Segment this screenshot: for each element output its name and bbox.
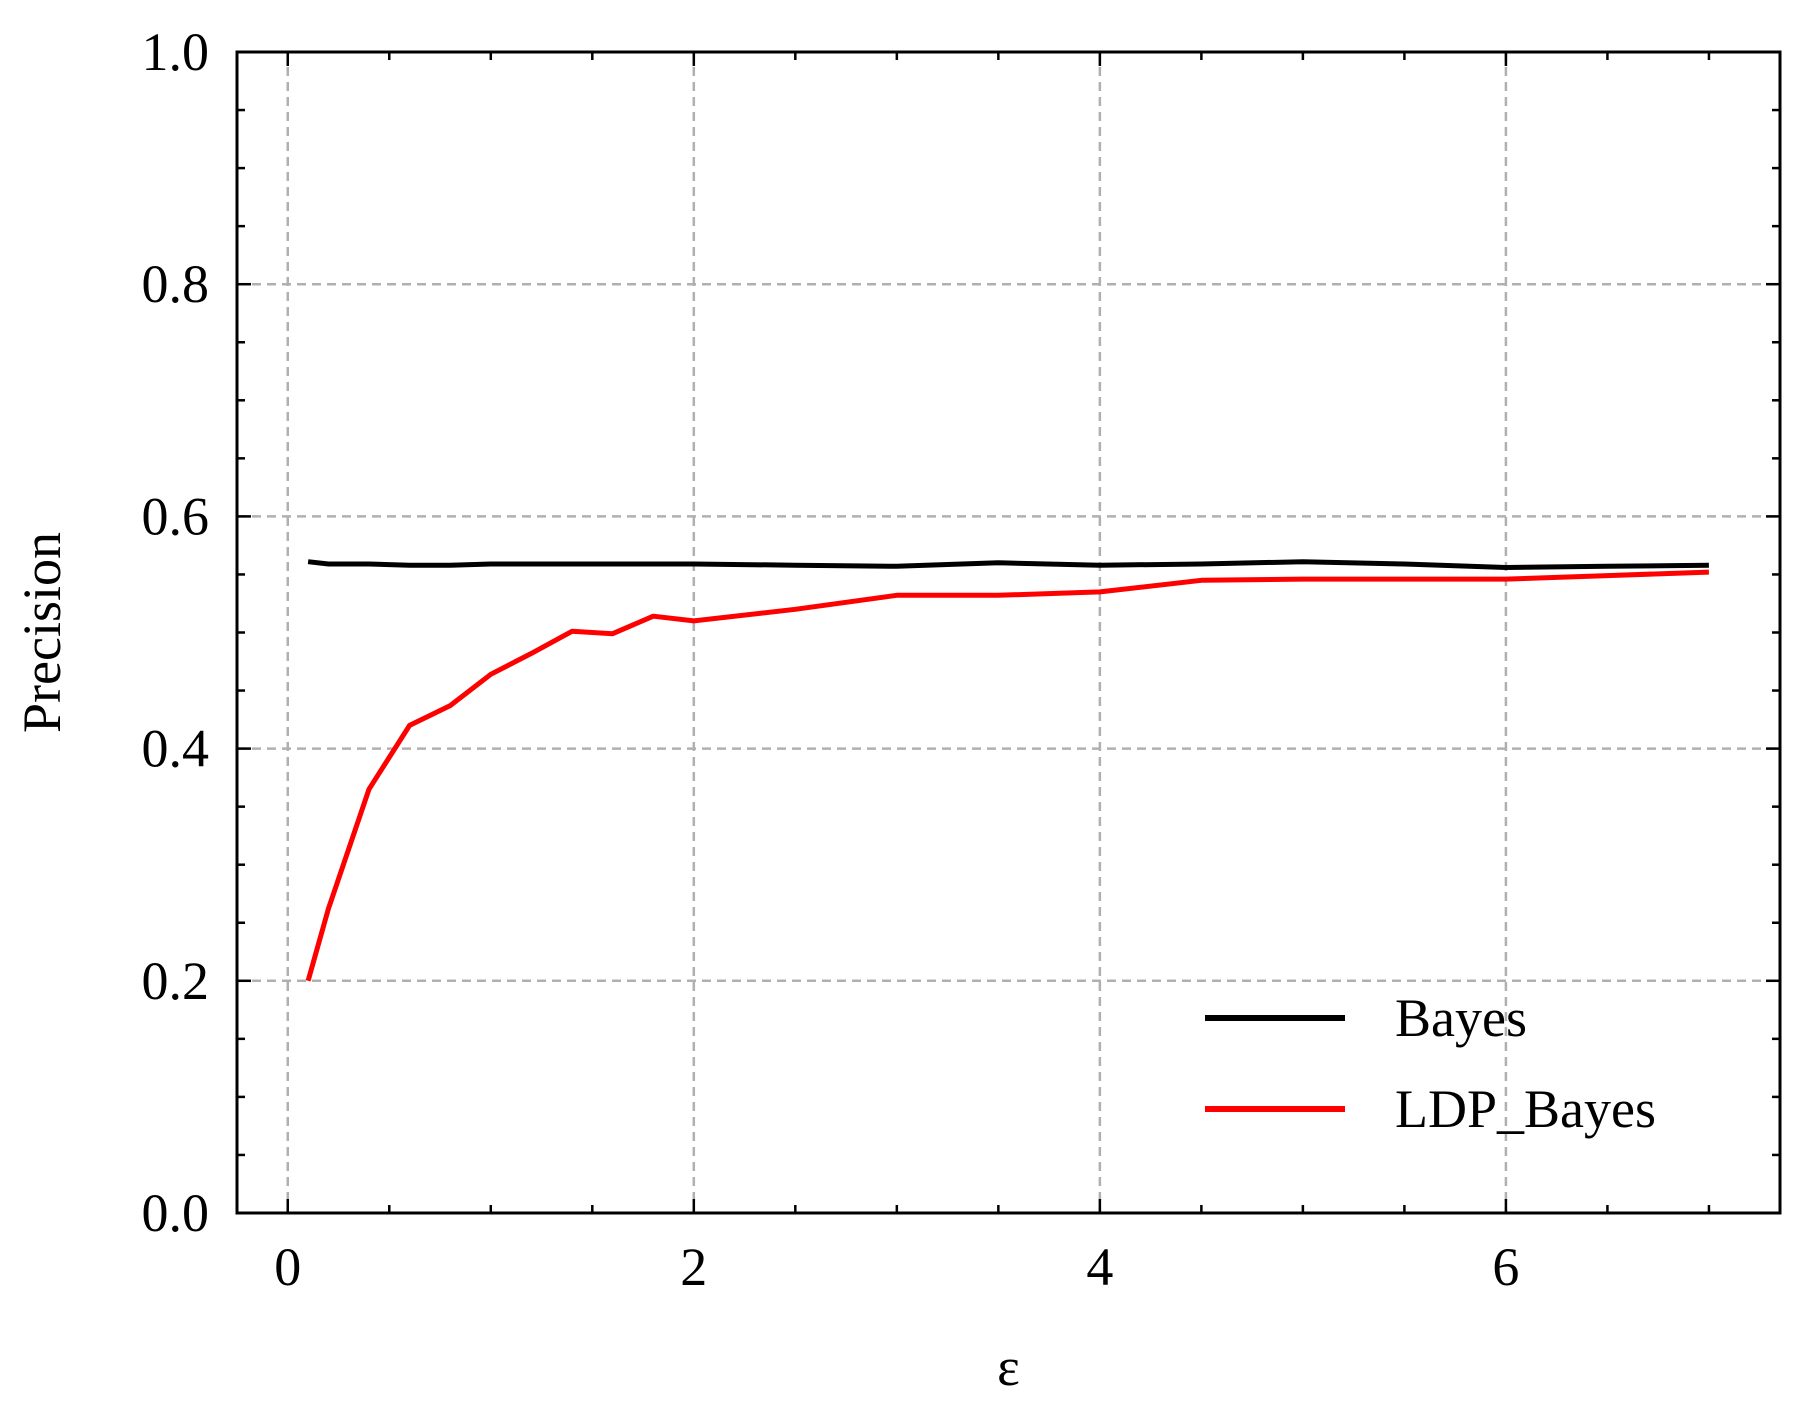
legend: Bayes LDP_Bayes: [1205, 988, 1656, 1139]
y-tick-label: 0.2: [142, 951, 210, 1011]
x-tick-label: 6: [1492, 1237, 1519, 1297]
plot-frame: [235, 50, 1782, 1215]
grid: [237, 52, 1780, 1213]
series-lines: [305, 559, 1709, 982]
axis-ticks: [237, 50, 1780, 1215]
y-tick-label: 0.0: [142, 1183, 210, 1243]
y-axis-label: Precision: [12, 532, 72, 733]
y-tick-label: 0.4: [142, 719, 210, 779]
legend-label: Bayes: [1395, 988, 1527, 1048]
y-tick-label: 0.8: [142, 254, 210, 314]
series-line-bayes: [307, 559, 1709, 570]
y-tick-label: 1.0: [142, 22, 210, 82]
x-axis-label: ε: [997, 1337, 1020, 1397]
x-tick-label: 4: [1086, 1237, 1113, 1297]
x-tick-label: 0: [274, 1237, 301, 1297]
series-line-ldp-bayes: [305, 569, 1709, 982]
y-tick-label: 0.6: [142, 486, 210, 546]
legend-label: LDP_Bayes: [1395, 1079, 1656, 1139]
x-tick-label: 2: [680, 1237, 707, 1297]
tick-labels: 0 2 4 6 0.0 0.2 0.4 0.6 0.8 1.0: [142, 22, 1520, 1297]
